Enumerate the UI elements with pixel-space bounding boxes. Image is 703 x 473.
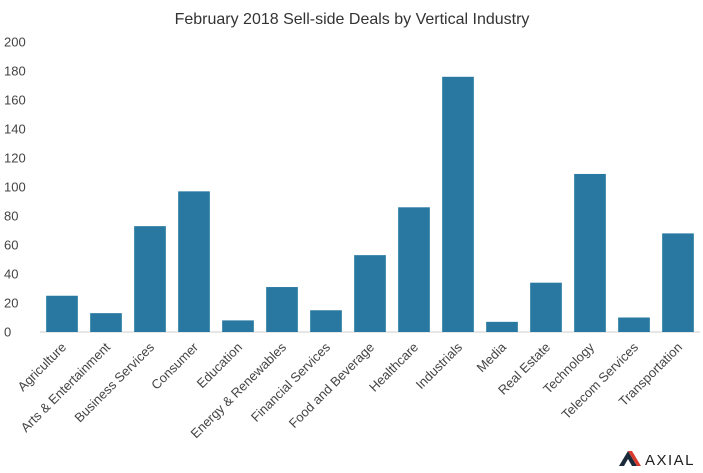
bar: [178, 191, 210, 332]
y-tick-label: 160: [4, 93, 26, 108]
y-tick-label: 20: [4, 296, 18, 311]
x-tick-label: Telecom Services: [558, 339, 641, 422]
y-tick-label: 100: [4, 180, 26, 195]
bar: [134, 226, 166, 332]
bar: [618, 317, 650, 332]
x-tick-label: Industrials: [413, 339, 466, 392]
bar: [662, 233, 694, 332]
y-tick-label: 40: [4, 267, 18, 282]
bar: [354, 255, 386, 332]
y-tick-label: 60: [4, 238, 18, 253]
y-tick-label: 120: [4, 151, 26, 166]
y-tick-label: 0: [4, 325, 11, 340]
bar: [530, 282, 562, 332]
axial-logo-text: AXIAL: [645, 452, 695, 468]
chart-title: February 2018 Sell-side Deals by Vertica…: [175, 11, 530, 28]
bar: [46, 295, 78, 332]
axial-logo-mark-red-icon: [628, 451, 641, 466]
x-tick-label: Financial Services: [248, 339, 334, 425]
bar: [90, 313, 122, 332]
bar: [442, 76, 474, 332]
y-tick-label: 200: [4, 35, 26, 50]
y-tick-label: 180: [4, 64, 26, 79]
y-axis: 0 20 40 60 80 100 120 140 160 180 200: [4, 35, 26, 340]
bar: [574, 173, 606, 332]
x-tick-label: Business Services: [71, 339, 157, 425]
bar: [398, 207, 430, 332]
bar: [266, 287, 298, 332]
bar: [310, 310, 342, 332]
axial-logo-mark-dark-icon: [619, 451, 637, 466]
axial-logo: AXIAL: [619, 451, 695, 469]
y-tick-label: 140: [4, 122, 26, 137]
bar: [486, 321, 518, 332]
x-tick-label: Media: [473, 339, 509, 375]
bar: [222, 320, 254, 332]
y-tick-label: 80: [4, 209, 18, 224]
x-tick-label: Consumer: [148, 339, 201, 392]
bars-group: [46, 76, 694, 332]
x-tick-label: Food and Beverage: [286, 340, 377, 431]
